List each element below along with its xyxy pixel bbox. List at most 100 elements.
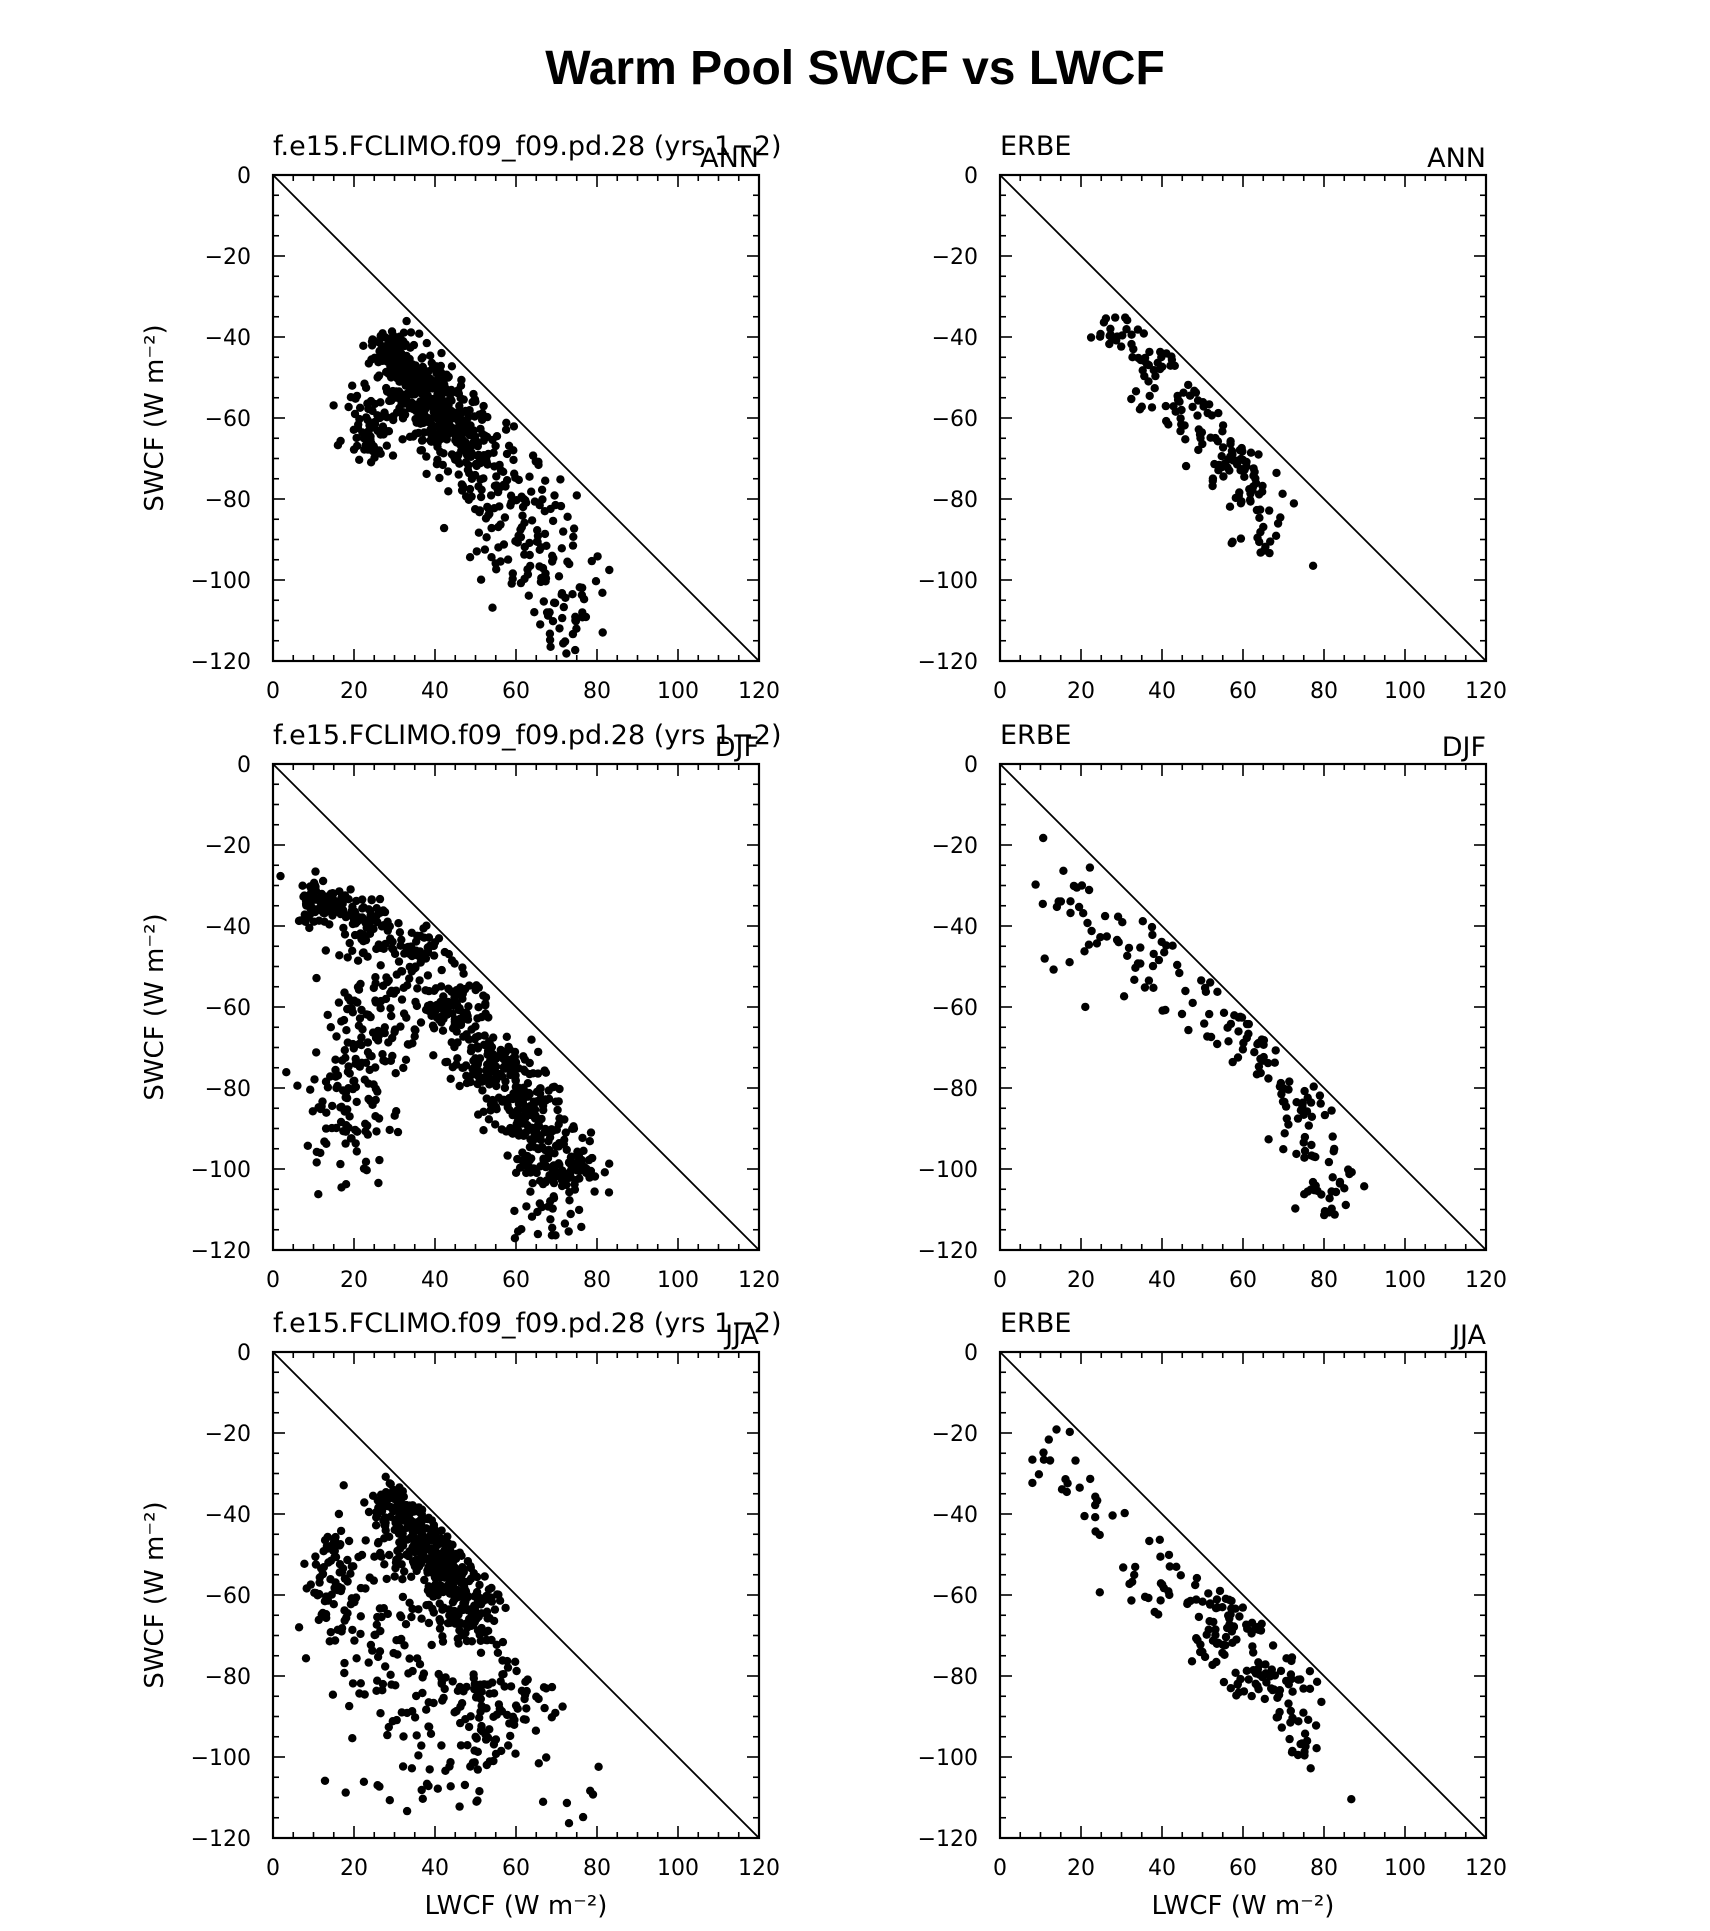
- scatter-point: [346, 393, 356, 402]
- scatter-point: [1221, 1632, 1231, 1642]
- scatter-point: [1259, 522, 1268, 532]
- scatter-point: [534, 1759, 543, 1768]
- scatter-point: [1254, 490, 1264, 499]
- scatter-point: [1324, 1157, 1334, 1167]
- scatter-point: [334, 1509, 344, 1519]
- scatter-point: [1173, 391, 1182, 401]
- scatter-point: [492, 1052, 501, 1062]
- scatter-point: [435, 1563, 444, 1572]
- x-tick-label: 0: [993, 1856, 1007, 1881]
- scatter-point: [416, 379, 426, 389]
- scatter-point: [550, 491, 559, 500]
- scatter-point: [1177, 1009, 1187, 1019]
- scatter-point: [374, 1178, 383, 1188]
- scatter-point: [564, 1819, 574, 1828]
- scatter-point: [349, 445, 359, 454]
- scatter-point: [473, 1042, 482, 1051]
- scatter-point: [1308, 1177, 1318, 1187]
- scatter-point: [380, 1023, 389, 1032]
- scatter-point: [303, 1141, 312, 1151]
- scatter-point: [1263, 1058, 1273, 1068]
- panel-right-label: JJA: [723, 1320, 759, 1351]
- scatter-point: [502, 449, 512, 459]
- scatter-point: [1177, 420, 1186, 429]
- scatter-point: [534, 1047, 543, 1057]
- scatter-point: [462, 1030, 471, 1039]
- scatter-point: [1226, 1684, 1236, 1693]
- y-tick-label: −40: [932, 1503, 978, 1528]
- scatter-point: [434, 934, 444, 943]
- scatter-point: [1238, 1045, 1248, 1054]
- scatter-point: [365, 1573, 374, 1582]
- scatter-point: [415, 976, 424, 985]
- scatter-point: [412, 1001, 422, 1011]
- scatter-point: [526, 1187, 535, 1196]
- scatter-point: [549, 598, 559, 607]
- scatter-point: [357, 915, 366, 924]
- scatter-point: [1294, 1717, 1303, 1726]
- scatter-point: [598, 588, 607, 597]
- scatter-point: [1245, 495, 1255, 504]
- scatter-point: [476, 1725, 486, 1735]
- scatter-point: [1300, 1146, 1310, 1156]
- scatter-point: [344, 402, 353, 412]
- scatter-point: [502, 1032, 511, 1042]
- scatter-point: [1272, 468, 1281, 478]
- scatter-point: [387, 1680, 396, 1689]
- scatter-point: [566, 1153, 576, 1162]
- scatter-point: [329, 401, 338, 410]
- scatter-point: [528, 1136, 537, 1146]
- scatter-point: [360, 1498, 369, 1507]
- scatter-point: [361, 1119, 370, 1129]
- scatter-point: [548, 1204, 557, 1213]
- scatter-point: [527, 1123, 536, 1132]
- scatter-point: [430, 1573, 440, 1582]
- scatter-point: [471, 1022, 480, 1031]
- scatter-point: [1231, 1604, 1240, 1613]
- scatter-point: [441, 386, 451, 396]
- scatter-point: [352, 1147, 361, 1156]
- scatter-point: [517, 1686, 527, 1696]
- scatter-point: [1281, 1102, 1291, 1111]
- scatter-point: [340, 930, 350, 939]
- x-tick-label: 0: [266, 679, 280, 704]
- scatter-point: [415, 1660, 425, 1669]
- scatter-point: [578, 613, 587, 622]
- scatter-point: [1147, 403, 1157, 412]
- scatter-point: [358, 948, 368, 958]
- scatter-point: [1266, 1672, 1275, 1681]
- scatter-point: [416, 1018, 426, 1027]
- scatter-point: [486, 1066, 496, 1075]
- scatter-point: [588, 1153, 597, 1163]
- scatter-point: [509, 455, 518, 465]
- scatter-point: [1251, 1679, 1260, 1689]
- y-tick-label: −60: [932, 996, 978, 1021]
- y-tick-label: 0: [964, 164, 978, 189]
- scatter-point: [432, 1541, 441, 1551]
- scatter-point: [293, 1081, 302, 1090]
- scatter-point: [1286, 1718, 1295, 1727]
- scatter-point: [522, 1704, 531, 1713]
- scatter-point: [340, 1616, 349, 1625]
- scatter-point: [502, 418, 511, 427]
- scatter-point: [375, 347, 384, 356]
- scatter-points: [1086, 313, 1318, 570]
- scatter-point: [533, 1144, 542, 1153]
- scatter-point: [364, 1658, 373, 1667]
- scatter-point: [384, 1493, 394, 1502]
- scatter-point: [444, 487, 453, 496]
- x-tick-label: 60: [1229, 1268, 1257, 1293]
- scatter-point: [1292, 1149, 1301, 1159]
- scatter-point: [1254, 1038, 1263, 1048]
- scatter-point: [548, 1223, 557, 1233]
- scatter-point: [535, 1199, 544, 1208]
- scatter-point: [447, 956, 457, 965]
- panel-right-label: ANN: [1427, 143, 1486, 174]
- scatter-point: [531, 457, 540, 466]
- scatter-point: [523, 565, 532, 574]
- x-tick-label: 80: [583, 1268, 611, 1293]
- scatter-point: [1296, 1675, 1305, 1684]
- scatter-point: [417, 1518, 426, 1528]
- scatter-point: [464, 1722, 474, 1732]
- scatter-point: [1275, 1082, 1285, 1091]
